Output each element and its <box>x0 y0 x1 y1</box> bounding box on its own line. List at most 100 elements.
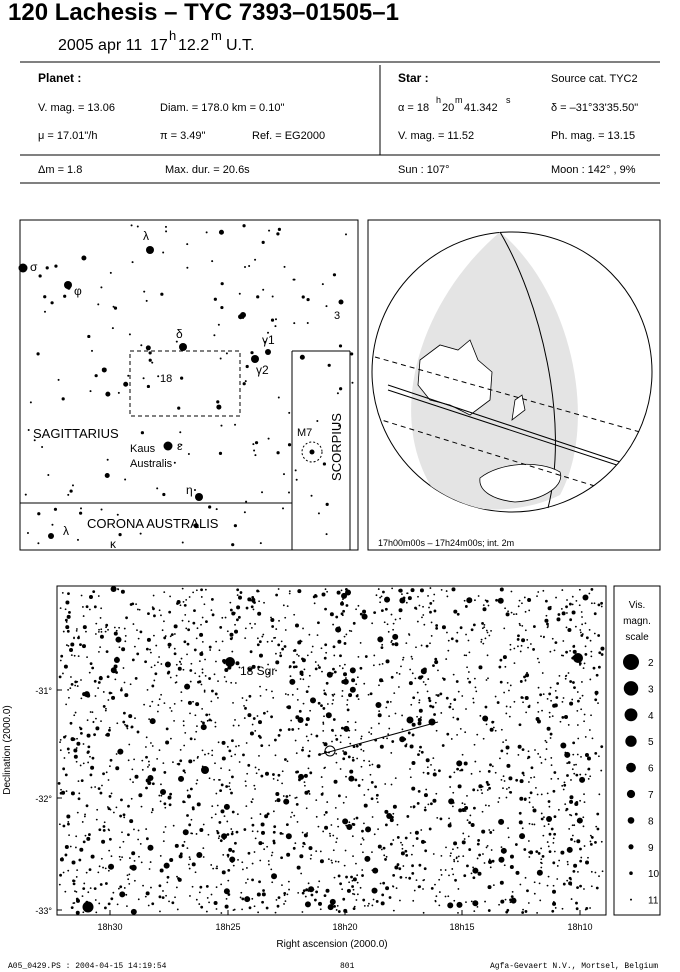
star <box>392 622 395 625</box>
star <box>208 718 212 722</box>
star <box>368 731 371 734</box>
star <box>486 654 489 657</box>
star <box>107 779 110 781</box>
star <box>178 854 183 859</box>
star <box>302 678 305 681</box>
star <box>80 697 83 700</box>
star <box>115 629 118 632</box>
star <box>228 785 230 788</box>
star <box>195 702 200 707</box>
star <box>524 696 529 701</box>
star <box>543 816 545 819</box>
star <box>522 701 524 704</box>
star <box>573 824 576 827</box>
star <box>244 627 247 630</box>
star <box>92 590 96 594</box>
star <box>420 716 422 719</box>
star <box>280 856 284 860</box>
star <box>180 699 183 702</box>
star <box>104 630 107 633</box>
star <box>148 358 152 362</box>
star <box>485 679 488 681</box>
star <box>263 601 265 604</box>
star <box>356 757 359 760</box>
star <box>582 594 589 601</box>
star <box>348 629 351 632</box>
star <box>262 288 265 291</box>
star <box>374 785 377 789</box>
star <box>124 723 126 726</box>
star <box>193 738 196 741</box>
star <box>308 674 311 677</box>
star <box>488 829 491 831</box>
star <box>278 619 280 622</box>
star <box>200 623 202 626</box>
star <box>230 755 233 758</box>
star <box>492 884 495 887</box>
star <box>472 866 474 869</box>
star <box>226 833 230 836</box>
star <box>452 716 455 719</box>
star <box>47 473 50 476</box>
star <box>75 835 78 838</box>
star <box>414 606 417 610</box>
star <box>456 901 463 908</box>
star <box>271 881 274 884</box>
star <box>200 724 207 731</box>
star <box>595 886 599 890</box>
star <box>164 661 171 668</box>
star <box>340 726 344 730</box>
star <box>390 675 394 679</box>
star <box>476 789 479 792</box>
x-tick-label: 18h25 <box>215 922 240 932</box>
star <box>98 650 100 653</box>
star <box>392 839 395 841</box>
star <box>489 866 492 869</box>
star <box>320 647 323 650</box>
star <box>87 891 90 894</box>
star <box>18 263 28 273</box>
star <box>567 628 572 633</box>
star <box>434 657 438 661</box>
star <box>140 431 144 435</box>
star <box>215 886 218 889</box>
star <box>347 736 350 739</box>
star <box>420 668 427 675</box>
star <box>89 390 92 393</box>
star <box>309 709 312 712</box>
star <box>77 780 80 783</box>
star <box>124 634 127 637</box>
star <box>418 699 421 702</box>
star <box>444 895 447 898</box>
scale-label: 6 <box>648 764 654 775</box>
star <box>82 762 85 765</box>
star <box>554 907 557 909</box>
star <box>261 635 264 638</box>
star <box>251 823 255 827</box>
star <box>423 793 428 798</box>
star <box>455 639 459 643</box>
star <box>384 596 391 603</box>
max-duration: Max. dur. = 20.6s <box>165 164 250 176</box>
star <box>149 718 156 725</box>
star <box>121 856 124 859</box>
star <box>213 900 218 905</box>
scale-dot <box>626 789 636 799</box>
star <box>422 879 425 882</box>
star <box>279 652 282 654</box>
star <box>342 897 346 901</box>
star <box>532 648 535 651</box>
star <box>124 640 127 643</box>
star <box>428 718 436 726</box>
frame <box>19 219 359 551</box>
star <box>71 860 76 865</box>
star <box>396 823 399 826</box>
star <box>548 805 551 808</box>
star <box>124 693 129 698</box>
star <box>259 685 261 688</box>
star <box>153 664 156 667</box>
star <box>281 647 285 651</box>
star <box>409 744 414 749</box>
star <box>104 709 107 712</box>
star <box>303 773 308 778</box>
